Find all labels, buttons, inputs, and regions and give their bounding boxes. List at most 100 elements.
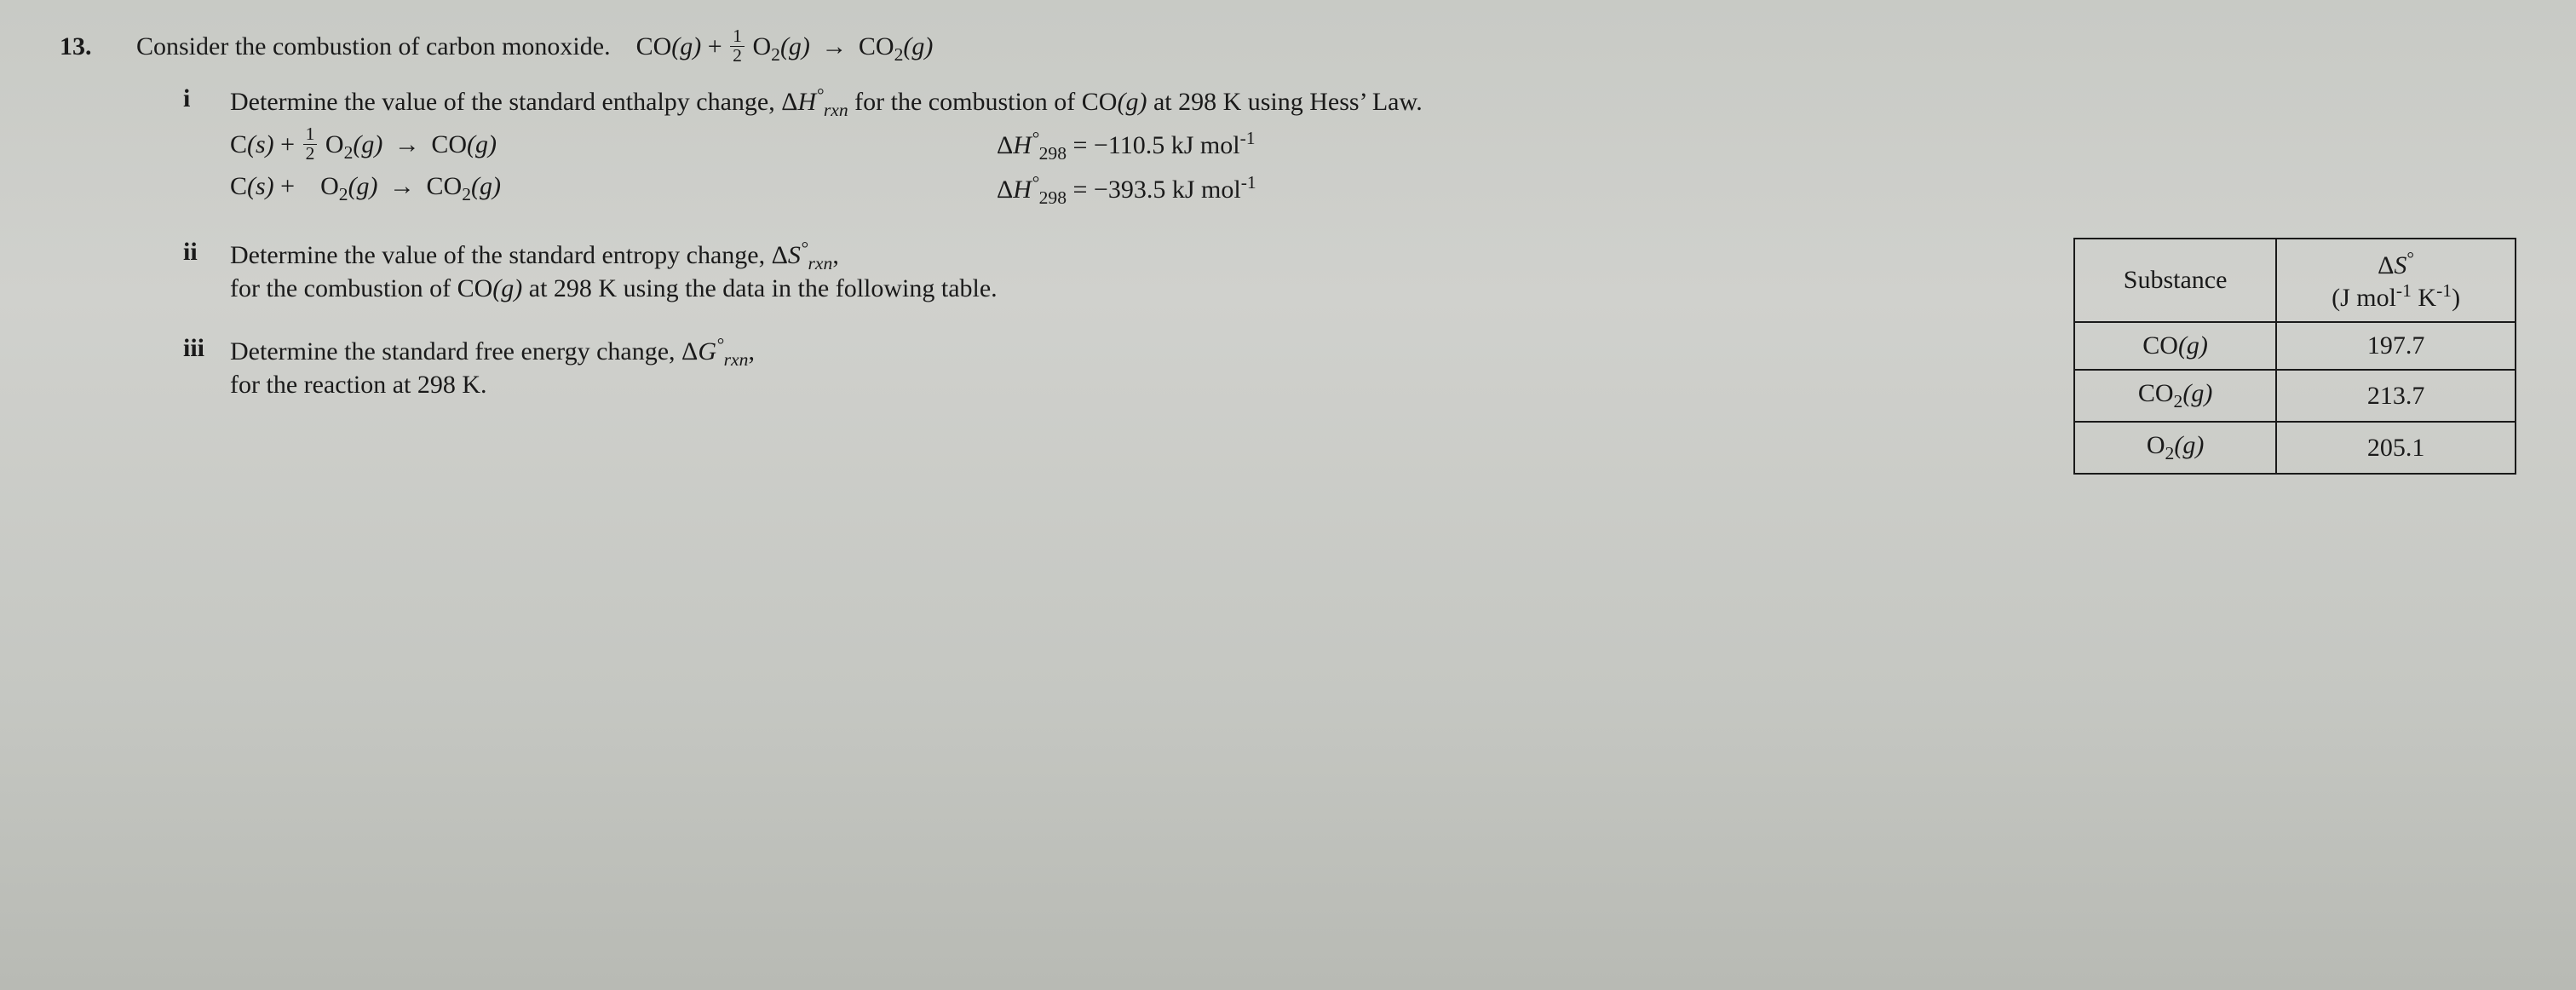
delta-g-symbol: G [698, 337, 716, 365]
part-ii-label: ii [183, 238, 230, 267]
r1-plus: + [274, 130, 302, 158]
r1-co-phase: (g) [467, 130, 497, 158]
reaction-2-dh: ΔH°298 = −393.5 kJ mol-1 [997, 172, 1256, 209]
th-unit-b: K [2412, 284, 2436, 312]
r1-co: CO [431, 130, 467, 158]
r2-co2: CO [427, 172, 463, 200]
part-iii-text-b: for the reaction at 298 K. [230, 371, 487, 399]
r2-dh-h: H [1013, 176, 1032, 204]
frac-num: 1 [730, 27, 745, 47]
td-o2-val: 205.1 [2276, 422, 2516, 474]
r2-dh-eq: = [1067, 176, 1094, 204]
part-i-body: Determine the value of the standard enth… [230, 84, 2516, 209]
r1-o2: O [319, 130, 343, 158]
part-iii-comma: , [748, 337, 755, 365]
r1-dh-eq: = [1067, 131, 1094, 159]
co2-text: CO [2138, 379, 2174, 407]
entropy-table-wrap: Substance ΔS° (J mol-1 K-1) CO(g) 197.7 … [2073, 238, 2516, 475]
eq-plus: + [701, 32, 728, 60]
part-iii-label: iii [183, 334, 230, 363]
part-iii-text-a: Determine the standard free energy chang… [230, 337, 698, 365]
reaction-2-eq: C(s) + O2(g) → CO2(g) [230, 172, 997, 209]
eq-o2-sub: 2 [771, 44, 780, 65]
r1-dh-delta: Δ [997, 131, 1013, 159]
part-i-text-c: at 298 K using Hess’ Law. [1147, 88, 1422, 116]
delta-s-symbol: S [788, 241, 801, 269]
r1-c: C [230, 130, 247, 158]
part-ii-row: ii Determine the value of the standard e… [183, 238, 2022, 303]
td-o2: O2(g) [2074, 422, 2276, 474]
part-ii-comma: , [832, 241, 839, 269]
r2-c-phase: (s) [247, 172, 274, 200]
co2-phase: (g) [2182, 379, 2212, 407]
r1-c-phase: (s) [247, 130, 274, 158]
arrow-icon: → [389, 172, 415, 201]
th-ds-delta: Δ [2378, 251, 2394, 279]
part-ii-text-c: at 298 K using the data in the following… [522, 274, 997, 302]
rxn-sub: rxn [824, 100, 848, 120]
r1-o2-phase: (g) [353, 130, 382, 158]
co-phase: (g) [1117, 88, 1147, 116]
question-stem-row: 13. Consider the combustion of carbon mo… [60, 30, 2516, 67]
r2-o2: O [320, 172, 339, 200]
table-header-row: Substance ΔS° (J mol-1 K-1) [2074, 239, 2516, 322]
o2-sub: 2 [2165, 443, 2175, 463]
td-co-val: 197.7 [2276, 322, 2516, 370]
r2-dh-delta: Δ [997, 176, 1013, 204]
half-fraction: 12 [730, 27, 745, 65]
r1-dh-val: −110.5 kJ mol [1094, 131, 1240, 159]
deg-sup: ° [816, 84, 824, 105]
r1-dh-298: 298 [1039, 143, 1067, 164]
part-ii-text-a: Determine the value of the standard entr… [230, 241, 788, 269]
eq-co2-phase: (g) [903, 32, 933, 60]
th-unit-exp2: -1 [2436, 280, 2452, 301]
main-equation: CO(g) + 12 O2(g) → CO2(g) [636, 32, 934, 60]
r1-dh-deg: ° [1032, 128, 1039, 148]
stem-text: Consider the combustion of carbon monoxi… [136, 32, 611, 60]
r2-co2-phase: (g) [471, 172, 501, 200]
eq-o2: O [746, 32, 771, 60]
part-ii-text-b: for the combustion of CO [230, 274, 492, 302]
td-co: CO(g) [2074, 322, 2276, 370]
r2-dh-val: −393.5 kJ mol [1094, 176, 1241, 204]
question-number: 13. [60, 32, 136, 61]
r1-o2-sub: 2 [344, 142, 354, 163]
r2-plus: + [274, 172, 320, 200]
table-row: O2(g) 205.1 [2074, 422, 2516, 474]
r1-dh-exp: -1 [1240, 128, 1256, 148]
arrow-icon: → [821, 32, 847, 61]
table-row: CO2(g) 213.7 [2074, 370, 2516, 422]
reaction-1-row: C(s) + 12 O2(g) → CO(g) ΔH°298 = −110.5 … [230, 128, 2516, 165]
o2-phase: (g) [2174, 431, 2204, 459]
r2-o2-sub: 2 [339, 184, 348, 204]
part-i-label: i [183, 84, 230, 113]
r1-half: 12 [303, 125, 318, 163]
r1-frac-num: 1 [303, 125, 318, 145]
part-ii-phase: (g) [492, 274, 522, 302]
r2-o2-phase: (g) [348, 172, 378, 200]
ds-deg: ° [801, 238, 808, 258]
td-co2: CO2(g) [2074, 370, 2276, 422]
part-i-text-a: Determine the value of the standard enth… [230, 88, 798, 116]
part-i-row: i Determine the value of the standard en… [183, 84, 2516, 209]
reaction-1-dh: ΔH°298 = −110.5 kJ mol-1 [997, 128, 1256, 165]
entropy-table: Substance ΔS° (J mol-1 K-1) CO(g) 197.7 … [2073, 238, 2516, 475]
part-iii-body: Determine the standard free energy chang… [230, 334, 2022, 400]
eq-co-phase: (g) [671, 32, 701, 60]
question-stem: Consider the combustion of carbon monoxi… [136, 30, 2516, 67]
part-i-block: i Determine the value of the standard en… [183, 84, 2516, 209]
eq-co2-sub: 2 [894, 44, 904, 65]
r2-dh-298: 298 [1039, 187, 1067, 208]
o2-text: O [2147, 431, 2165, 459]
th-unit-c: ) [2452, 284, 2460, 312]
reaction-2-row: C(s) + O2(g) → CO2(g) ΔH°298 = −393.5 kJ… [230, 172, 2516, 209]
eq-co2: CO [859, 32, 894, 60]
r1-frac-den: 2 [303, 145, 318, 164]
ds-rxn: rxn [808, 253, 833, 273]
arrow-icon: → [394, 130, 420, 159]
r2-co2-sub: 2 [462, 184, 471, 204]
th-unit-a: (J mol [2332, 284, 2396, 312]
part-ii-body: Determine the value of the standard entr… [230, 238, 2022, 303]
th-delta-s: ΔS° (J mol-1 K-1) [2276, 239, 2516, 322]
th-ds-s: S [2394, 251, 2406, 279]
